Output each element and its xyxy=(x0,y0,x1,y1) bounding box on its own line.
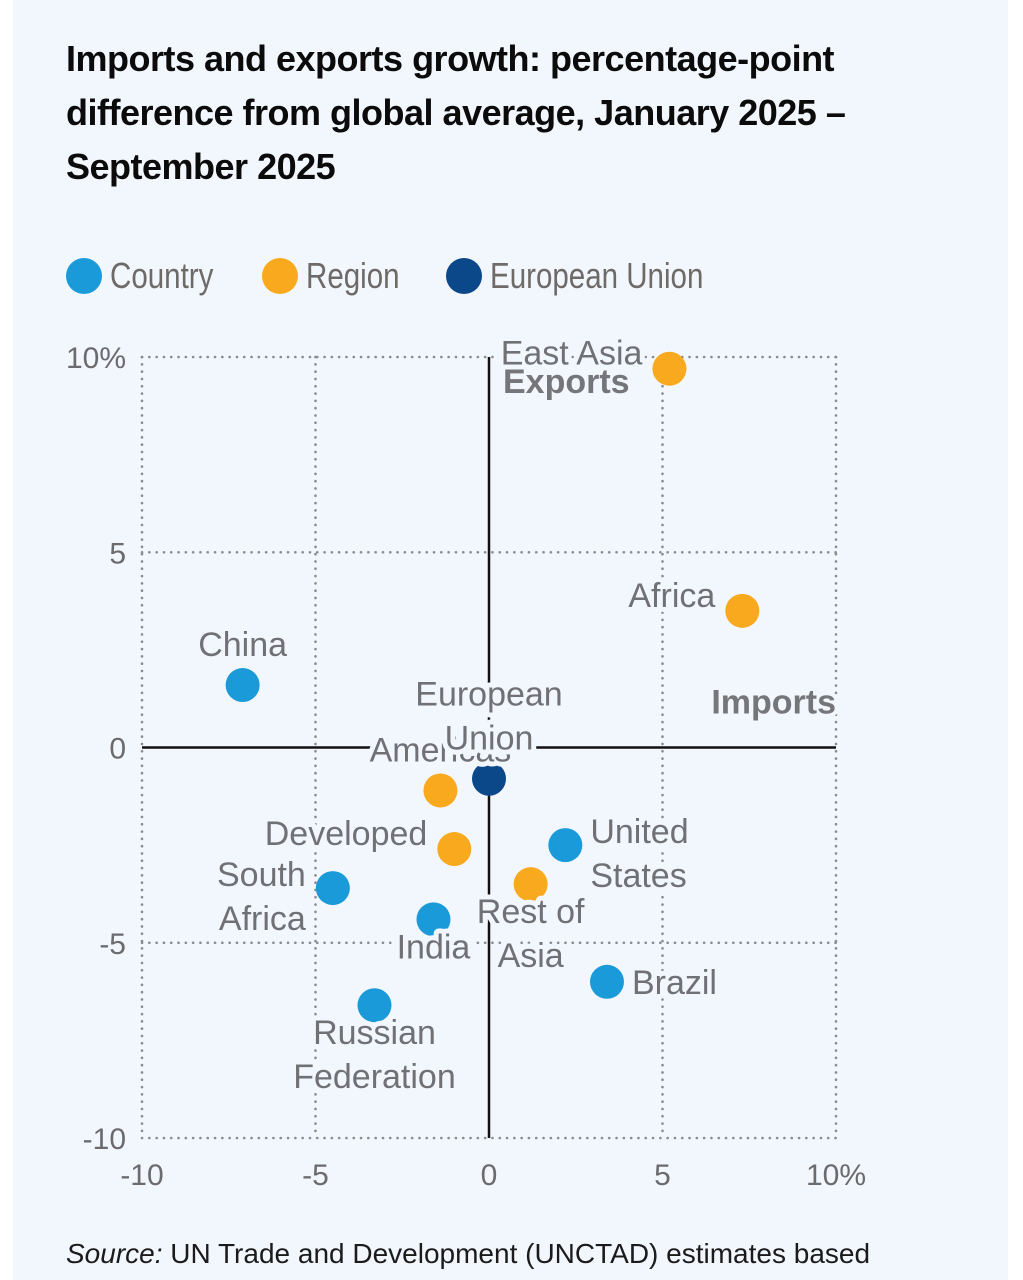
point-india xyxy=(416,902,451,937)
tick-labels: -10 -5 0 5 10% 10% 5 0 -5 -10 xyxy=(66,342,866,1192)
label-line: States xyxy=(590,857,686,895)
label-east-asia: East Asia xyxy=(501,335,643,373)
legend-swatch-region xyxy=(262,258,299,294)
label-european-union: European Union xyxy=(415,676,562,758)
x-tick-label: -5 xyxy=(302,1159,329,1192)
label-line: Africa xyxy=(219,900,306,938)
axis-titles: Exports Imports xyxy=(499,359,840,726)
legend: Country Region European Union xyxy=(66,252,776,300)
point-south-africa xyxy=(315,871,350,906)
legend-label-region: Region xyxy=(306,255,400,296)
chart-panel xyxy=(13,0,1008,1280)
label-line: European xyxy=(415,676,562,714)
label-line: China xyxy=(198,626,287,664)
label-line: Union xyxy=(445,720,534,758)
y-tick-label: 5 xyxy=(109,537,126,570)
label-united-states: United States xyxy=(590,813,688,895)
y-tick-label: -10 xyxy=(83,1123,126,1156)
legend-swatch-country xyxy=(66,258,102,294)
label-line: East Asia xyxy=(501,335,643,373)
point-european-union xyxy=(472,761,506,796)
label-india: India xyxy=(397,928,471,966)
label-line: Developed xyxy=(265,815,428,853)
label-line: India xyxy=(397,928,471,966)
y-tick-label: 10% xyxy=(66,342,126,375)
label-line: Rest of xyxy=(477,893,585,931)
label-line: Americas xyxy=(370,731,512,769)
point-united-states xyxy=(548,828,583,863)
legend-item-region: Region xyxy=(262,255,420,297)
label-china: China xyxy=(198,626,287,664)
y-tick-label: -5 xyxy=(99,928,126,961)
source-text: UN Trade and Development (UNCTAD) estima… xyxy=(162,1238,871,1269)
data-points xyxy=(225,351,760,1023)
chart-title: Imports and exports growth: percentage-p… xyxy=(66,38,846,187)
point-developed xyxy=(437,832,472,867)
label-americas: Americas xyxy=(370,731,512,769)
label-line: Brazil xyxy=(632,964,717,1002)
label-line: Federation xyxy=(293,1058,456,1096)
point-russian-federation xyxy=(357,988,392,1023)
label-russian-federation: Russian Federation xyxy=(293,1014,456,1096)
x-tick-label: -10 xyxy=(120,1159,163,1192)
label-rest-of-asia: Rest of Asia xyxy=(477,893,585,975)
point-labels: China United States South Africa India Brazil R… xyxy=(193,330,722,1102)
zero-axes xyxy=(142,357,836,1138)
x-axis-title-imports: Imports xyxy=(711,684,836,722)
point-east-asia xyxy=(652,351,687,386)
grid xyxy=(140,355,838,1140)
source-prefix: Source: xyxy=(66,1238,163,1269)
x-tick-label: 10% xyxy=(806,1159,866,1192)
point-africa xyxy=(725,593,760,628)
label-line: United xyxy=(590,813,688,851)
source-note: Source: UN Trade and Development (UNCTAD… xyxy=(66,1238,870,1270)
legend-label-country: Country xyxy=(110,255,214,296)
point-china xyxy=(225,668,260,703)
label-line: Africa xyxy=(628,577,715,615)
label-brazil: Brazil xyxy=(632,964,717,1002)
label-line: South xyxy=(217,856,306,894)
label-line: Russian xyxy=(313,1014,436,1052)
legend-item-european-union: European Union xyxy=(446,255,750,297)
label-south-africa: South Africa xyxy=(217,856,306,938)
x-tick-label: 5 xyxy=(654,1159,671,1192)
point-americas xyxy=(423,773,458,808)
point-brazil xyxy=(589,964,624,999)
point-rest-of-asia xyxy=(513,867,548,902)
legend-item-country: Country xyxy=(66,255,236,297)
legend-label-european-union: European Union xyxy=(490,255,704,296)
label-line: Asia xyxy=(498,937,564,975)
y-axis-title-exports: Exports xyxy=(503,363,630,401)
scatter-plot: -10 -5 0 5 10% 10% 5 0 -5 -10 China United States So… xyxy=(65,330,867,1192)
x-tick-label: 0 xyxy=(481,1159,498,1192)
label-developed: Developed xyxy=(265,815,428,853)
legend-swatch-european-union xyxy=(446,258,483,294)
y-tick-label: 0 xyxy=(109,733,126,766)
label-africa: Africa xyxy=(628,577,715,615)
